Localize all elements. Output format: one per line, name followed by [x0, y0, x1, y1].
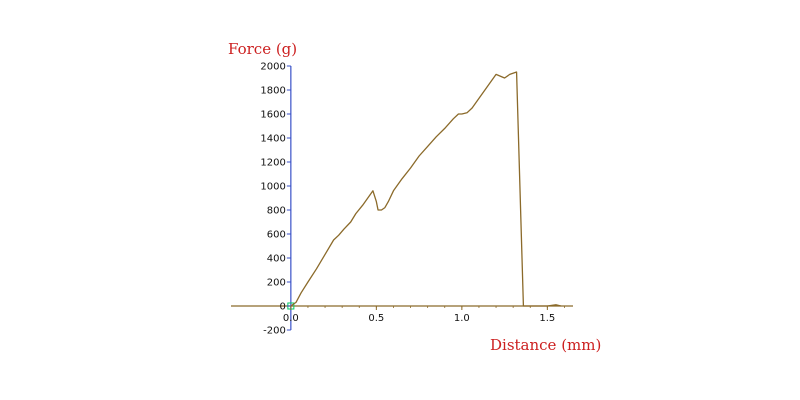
- x-tick-label: 1.5: [539, 313, 555, 324]
- y-tick-label: 1000: [260, 182, 285, 193]
- y-tick-label: 600: [267, 230, 286, 241]
- x-tick-label: 0.5: [368, 313, 384, 324]
- ticks-group: 2000180016001400120010008006004002000-20…: [260, 62, 565, 337]
- y-tick-label: 800: [267, 206, 286, 217]
- series-group: [290, 71, 562, 307]
- x-tick-label: 0.0: [283, 313, 299, 324]
- axes-group: [231, 66, 573, 330]
- y-tick-label: 1200: [260, 158, 285, 169]
- y-tick-label: 2000: [260, 62, 285, 73]
- y-axis-title: Force (g): [228, 40, 297, 58]
- series-line: [290, 71, 562, 307]
- y-tick-label: 400: [267, 254, 286, 265]
- y-tick-label: 1800: [260, 86, 285, 97]
- y-tick-label: -200: [263, 326, 286, 337]
- x-tick-label: 1.0: [454, 313, 470, 324]
- x-axis-title: Distance (mm): [490, 336, 601, 354]
- y-tick-label: 200: [267, 278, 286, 289]
- y-tick-label: 0: [279, 302, 285, 313]
- y-tick-label: 1600: [260, 110, 285, 121]
- y-tick-label: 1400: [260, 134, 285, 145]
